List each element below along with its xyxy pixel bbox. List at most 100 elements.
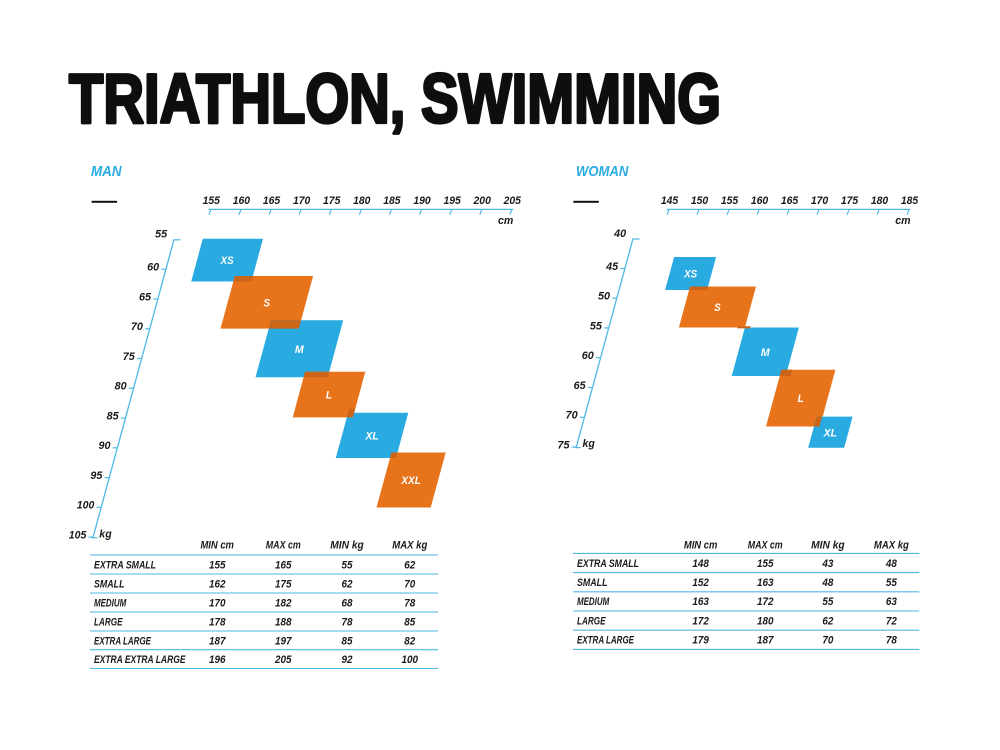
svg-text:72: 72	[886, 615, 897, 627]
svg-text:65: 65	[574, 380, 587, 392]
svg-text:EXTRA SMALL: EXTRA SMALL	[577, 558, 639, 570]
svg-text:MIN cm: MIN cm	[684, 540, 718, 552]
svg-text:MAX kg: MAX kg	[392, 540, 427, 552]
svg-text:70: 70	[131, 321, 143, 333]
svg-text:205: 205	[503, 195, 522, 207]
svg-text:178: 178	[209, 616, 226, 628]
svg-text:90: 90	[99, 440, 111, 452]
svg-text:55: 55	[590, 320, 603, 332]
svg-text:S: S	[264, 297, 271, 309]
svg-text:70: 70	[822, 635, 833, 647]
svg-text:182: 182	[275, 597, 292, 609]
svg-text:179: 179	[692, 635, 709, 647]
svg-text:MIN kg: MIN kg	[811, 540, 845, 552]
svg-text:145: 145	[661, 195, 679, 207]
svg-text:163: 163	[757, 577, 774, 589]
svg-text:MAX cm: MAX cm	[266, 540, 301, 552]
svg-text:MEDIUM: MEDIUM	[577, 596, 610, 608]
svg-text:78: 78	[886, 635, 897, 647]
svg-text:180: 180	[353, 195, 370, 207]
svg-text:TRIATHLON, SWIMMING: TRIATHLON, SWIMMING	[69, 59, 721, 137]
svg-text:50: 50	[598, 291, 610, 303]
svg-text:185: 185	[901, 195, 919, 207]
svg-text:165: 165	[781, 195, 799, 207]
svg-text:62: 62	[342, 578, 353, 590]
svg-text:60: 60	[582, 350, 594, 362]
svg-text:70: 70	[404, 578, 415, 590]
svg-text:85: 85	[342, 635, 354, 647]
svg-text:kg: kg	[583, 438, 596, 450]
svg-text:60: 60	[147, 262, 159, 274]
svg-text:48: 48	[821, 577, 833, 589]
svg-text:100: 100	[402, 654, 419, 666]
svg-text:160: 160	[751, 195, 768, 207]
svg-text:170: 170	[811, 195, 828, 207]
svg-text:M: M	[295, 344, 305, 356]
svg-text:185: 185	[383, 195, 401, 207]
svg-text:55: 55	[342, 559, 354, 571]
svg-text:XS: XS	[683, 269, 697, 281]
svg-text:165: 165	[275, 559, 292, 571]
svg-text:M: M	[761, 347, 771, 359]
svg-text:62: 62	[404, 559, 415, 571]
svg-text:55: 55	[155, 229, 168, 241]
svg-text:175: 175	[275, 578, 292, 590]
svg-text:75: 75	[123, 351, 136, 363]
svg-text:62: 62	[822, 615, 833, 627]
svg-text:EXTRA SMALL: EXTRA SMALL	[94, 559, 156, 571]
svg-text:162: 162	[209, 578, 226, 590]
svg-text:190: 190	[413, 195, 430, 207]
svg-text:70: 70	[566, 410, 578, 422]
svg-text:cm: cm	[895, 215, 910, 227]
svg-text:68: 68	[342, 597, 353, 609]
svg-text:187: 187	[757, 635, 774, 647]
svg-text:S: S	[714, 302, 721, 314]
svg-text:78: 78	[404, 597, 415, 609]
svg-text:EXTRA LARGE: EXTRA LARGE	[577, 635, 635, 647]
svg-text:152: 152	[692, 577, 709, 589]
svg-text:95: 95	[90, 470, 103, 482]
svg-text:L: L	[326, 390, 332, 402]
svg-text:cm: cm	[498, 215, 513, 227]
svg-text:63: 63	[886, 596, 897, 608]
svg-text:155: 155	[721, 195, 739, 207]
svg-text:200: 200	[473, 195, 491, 207]
svg-text:155: 155	[209, 559, 226, 571]
svg-text:kg: kg	[99, 528, 112, 540]
svg-text:75: 75	[558, 439, 571, 451]
svg-text:188: 188	[275, 616, 292, 628]
svg-text:165: 165	[263, 195, 281, 207]
svg-text:172: 172	[692, 615, 709, 627]
svg-text:XS: XS	[220, 255, 234, 267]
svg-text:100: 100	[77, 500, 95, 512]
svg-text:L: L	[798, 393, 804, 405]
svg-text:92: 92	[342, 654, 353, 666]
svg-text:163: 163	[692, 596, 709, 608]
svg-text:MIN kg: MIN kg	[330, 540, 364, 552]
svg-text:SMALL: SMALL	[94, 578, 125, 590]
svg-text:LARGE: LARGE	[577, 615, 606, 627]
svg-text:43: 43	[821, 558, 833, 570]
svg-text:MAN: MAN	[91, 163, 122, 180]
svg-text:82: 82	[404, 635, 415, 647]
svg-text:180: 180	[757, 615, 774, 627]
svg-text:180: 180	[871, 195, 888, 207]
svg-text:175: 175	[841, 195, 859, 207]
svg-text:175: 175	[323, 195, 341, 207]
svg-text:196: 196	[209, 654, 226, 666]
svg-text:172: 172	[757, 596, 774, 608]
svg-text:EXTRA LARGE: EXTRA LARGE	[94, 635, 152, 647]
svg-text:85: 85	[107, 411, 120, 423]
svg-text:MEDIUM: MEDIUM	[94, 597, 127, 609]
svg-text:80: 80	[115, 381, 127, 393]
svg-text:105: 105	[69, 530, 88, 542]
svg-text:MAX kg: MAX kg	[874, 540, 909, 552]
svg-text:MIN cm: MIN cm	[200, 540, 234, 552]
svg-text:XXL: XXL	[400, 475, 421, 487]
svg-text:XL: XL	[823, 427, 838, 439]
svg-text:155: 155	[757, 558, 774, 570]
svg-text:148: 148	[692, 558, 709, 570]
svg-text:205: 205	[274, 654, 292, 666]
svg-text:LARGE: LARGE	[94, 616, 123, 628]
svg-text:78: 78	[342, 616, 353, 628]
